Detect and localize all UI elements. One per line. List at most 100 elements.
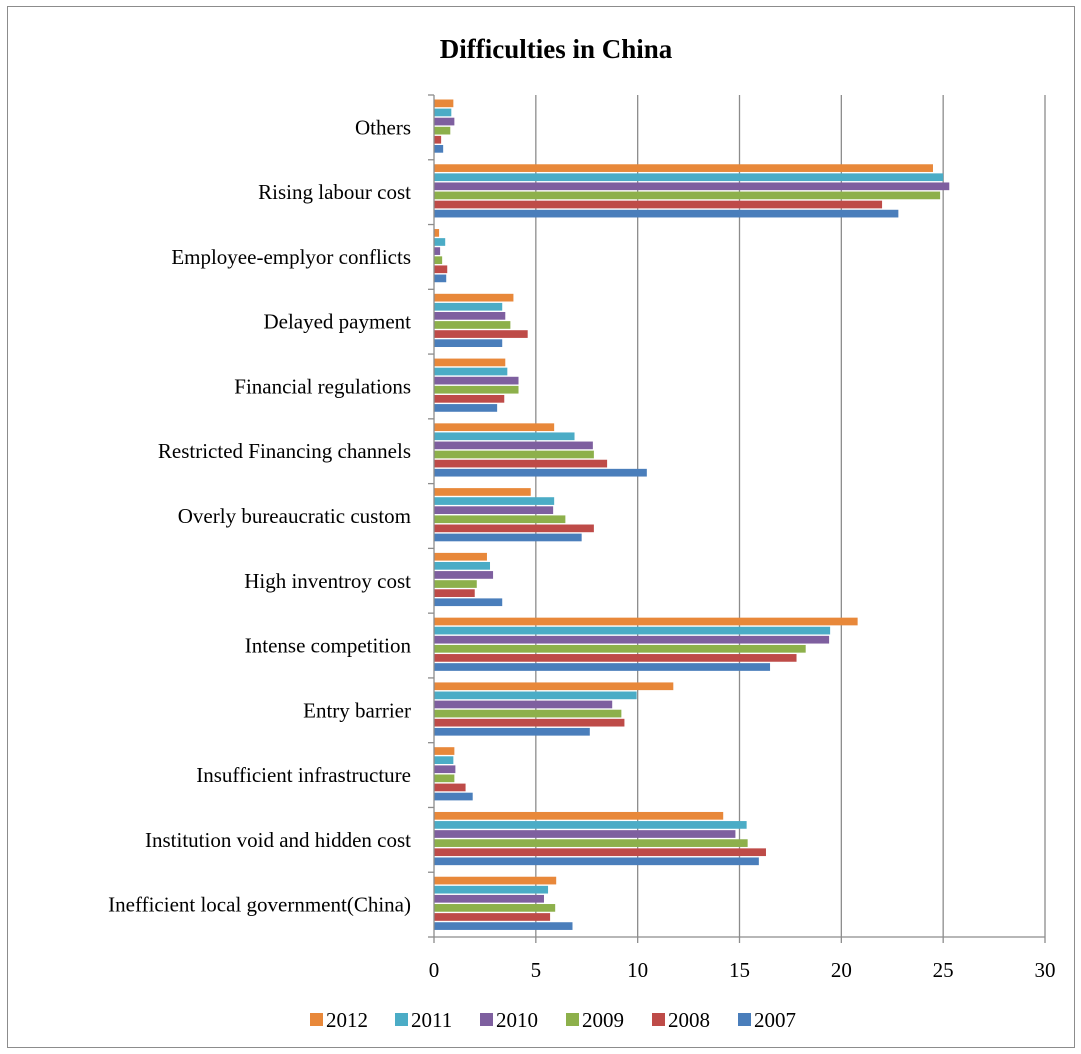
bar — [434, 182, 950, 191]
bar — [434, 488, 531, 496]
bar — [434, 441, 593, 450]
bar — [434, 497, 555, 505]
bar — [434, 635, 830, 644]
bar — [434, 117, 455, 126]
bar — [434, 164, 933, 172]
bar — [434, 552, 487, 561]
category-label: Rising labour cost — [258, 180, 411, 204]
x-tick-label: 25 — [933, 958, 954, 982]
bar — [434, 774, 455, 783]
bar — [434, 904, 556, 912]
bar — [434, 589, 475, 597]
bar — [434, 238, 446, 246]
category-label: High inventroy cost — [244, 569, 411, 593]
legend-swatch — [480, 1013, 493, 1026]
category-label: Insufficient infrastructure — [196, 763, 411, 787]
bar — [434, 756, 454, 764]
bar — [434, 718, 625, 727]
bar — [434, 821, 747, 829]
bar — [434, 830, 736, 838]
bar — [434, 515, 566, 524]
bar — [434, 922, 573, 930]
bar — [434, 848, 766, 857]
bar — [434, 598, 503, 607]
bar — [434, 432, 575, 441]
bar — [434, 857, 759, 866]
bar — [434, 376, 519, 385]
bar — [434, 700, 613, 709]
bar — [434, 913, 551, 921]
category-label: Entry barrier — [303, 698, 411, 722]
x-tick-label: 15 — [729, 958, 750, 982]
bar — [434, 358, 506, 367]
bar — [434, 654, 797, 662]
bar — [434, 682, 674, 691]
category-label: Intense competition — [245, 634, 412, 658]
bar — [434, 135, 442, 144]
bar — [434, 173, 944, 182]
bar — [434, 265, 448, 274]
bar — [434, 145, 444, 153]
bar — [434, 191, 941, 200]
category-label: Restricted Financing channels — [158, 439, 411, 463]
bar — [434, 330, 528, 338]
bar — [434, 506, 554, 515]
bar — [434, 839, 748, 847]
bar — [434, 321, 511, 329]
bar — [434, 209, 899, 218]
legend-label: 2008 — [668, 1008, 710, 1032]
bar — [434, 126, 451, 135]
bar — [434, 247, 441, 255]
bar — [434, 663, 771, 671]
x-tick-label: 20 — [831, 958, 852, 982]
category-labels: Others Rising labour cost Employee-emplyor… — [108, 115, 411, 916]
bar — [434, 200, 883, 209]
legend-label: 2007 — [754, 1008, 796, 1032]
legend-label: 2012 — [326, 1008, 368, 1032]
bar — [434, 580, 477, 588]
legend-swatch — [652, 1013, 665, 1026]
legend: 2012 2011 2010 2009 2008 2007 — [310, 1008, 796, 1032]
legend-swatch — [395, 1013, 408, 1026]
bar — [434, 792, 473, 801]
bar — [434, 302, 503, 311]
x-tick-label: 0 — [429, 958, 440, 982]
bar — [434, 894, 544, 903]
legend-label: 2010 — [496, 1008, 538, 1032]
bar — [434, 811, 724, 820]
bar — [434, 108, 452, 117]
bar — [434, 561, 491, 570]
bar — [434, 571, 494, 579]
category-label: Inefficient local government(China) — [108, 893, 411, 917]
x-tick-label: 10 — [627, 958, 648, 982]
category-label: Others — [355, 115, 411, 139]
bar — [434, 885, 549, 894]
bar — [434, 404, 498, 412]
category-label: Employee-emplyor conflicts — [171, 245, 411, 269]
bar — [434, 293, 514, 302]
axes — [428, 94, 1046, 943]
gridlines — [535, 95, 1046, 937]
bar — [434, 367, 508, 376]
legend-label: 2009 — [582, 1008, 624, 1032]
legend-swatch — [310, 1013, 323, 1026]
bar — [434, 644, 806, 653]
bar — [434, 783, 466, 792]
bar — [434, 533, 582, 542]
bar — [434, 394, 505, 403]
legend-swatch — [738, 1013, 751, 1026]
x-tick-labels: 0 5 10 15 20 25 30 — [429, 958, 1056, 982]
bar — [434, 626, 831, 635]
category-label: Overly bureaucratic custom — [178, 504, 411, 528]
x-tick-label: 5 — [531, 958, 542, 982]
bar — [434, 876, 557, 885]
bar — [434, 274, 447, 283]
bar — [434, 385, 519, 394]
bar — [434, 450, 594, 459]
bar — [434, 765, 456, 774]
x-tick-label: 30 — [1035, 958, 1056, 982]
bar — [434, 312, 506, 320]
legend-label: 2011 — [411, 1008, 452, 1032]
bar — [434, 617, 858, 626]
